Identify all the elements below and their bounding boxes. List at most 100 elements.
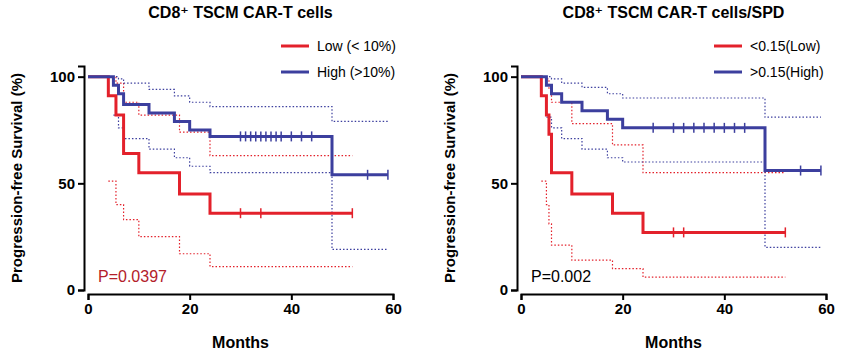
- censor-mark: [291, 131, 293, 141]
- y-tick: 0: [67, 281, 84, 298]
- x-axis: 0 20 40 60: [84, 294, 402, 317]
- y-tick: 100: [483, 68, 517, 85]
- censor-mark: [311, 131, 313, 141]
- censor-mark: [800, 166, 802, 176]
- legend: Low (< 10%) High (>10%): [281, 38, 396, 80]
- x-tick: 60: [385, 294, 402, 317]
- x-axis-line: [89, 295, 394, 301]
- y-tick: 50: [58, 175, 84, 192]
- censor-mark: [240, 208, 242, 218]
- x-tick-label: 20: [182, 300, 199, 317]
- legend-label: >0.15(High): [750, 64, 824, 80]
- annotation: P=0.002: [531, 268, 591, 285]
- y-axis: 0 50 100: [483, 67, 518, 299]
- censor-mark: [820, 166, 822, 176]
- censor-mark: [250, 131, 252, 141]
- censor-mark: [387, 170, 389, 180]
- censor-mark: [280, 131, 282, 141]
- y-axis-title: Progression-free Survival (%): [441, 73, 458, 283]
- y-tick-label: 50: [58, 175, 75, 192]
- ci-lower-line: [546, 117, 821, 247]
- y-axis-line: [511, 67, 518, 291]
- censor-mark: [785, 227, 787, 237]
- y-tick-mark: [78, 183, 84, 185]
- legend-swatch: [714, 71, 742, 74]
- ci-upper-line: [88, 77, 352, 156]
- x-tick-label: 40: [716, 300, 733, 317]
- y-tick-mark: [78, 290, 84, 292]
- censor-mark: [683, 123, 685, 133]
- legend-label: Low (< 10%): [317, 38, 396, 54]
- legend-swatch: [281, 45, 309, 48]
- censor-mark: [255, 131, 257, 141]
- censor-mark: [260, 131, 262, 141]
- censor-mark: [713, 123, 715, 133]
- ci-upper-line: [521, 77, 785, 173]
- x-axis-line: [522, 295, 827, 301]
- x-tick-label: 0: [517, 300, 525, 317]
- censor-mark: [260, 208, 262, 218]
- censor-mark: [734, 123, 736, 133]
- x-tick: 20: [615, 294, 632, 317]
- y-tick-label: 0: [67, 281, 75, 298]
- x-tick-label: 40: [283, 300, 300, 317]
- survival-line: [521, 77, 821, 171]
- censor-mark: [240, 131, 242, 141]
- censor-mark: [703, 123, 705, 133]
- censor-mark: [367, 170, 369, 180]
- censor-mark: [673, 227, 675, 237]
- legend-swatch: [714, 45, 742, 48]
- y-tick-mark: [511, 183, 517, 185]
- censor-mark: [352, 208, 354, 218]
- x-axis-title: Months: [645, 334, 702, 351]
- x-tick: 40: [283, 294, 300, 317]
- x-axis-title: Months: [212, 334, 269, 351]
- censor-mark: [275, 131, 277, 141]
- x-tick-label: 60: [818, 300, 835, 317]
- x-tick-label: 0: [84, 300, 92, 317]
- censor-mark: [265, 131, 267, 141]
- chart-title: CD8⁺ TSCM CAR-T cells: [148, 4, 333, 21]
- plot-area: [521, 77, 821, 278]
- y-tick-label: 50: [491, 175, 508, 192]
- x-tick: 20: [182, 294, 199, 317]
- y-tick-label: 0: [500, 281, 508, 298]
- censor-mark: [245, 131, 247, 141]
- chart-title: CD8⁺ TSCM CAR-T cells/SPD: [563, 4, 785, 21]
- y-tick-mark: [511, 76, 517, 78]
- y-axis-line: [78, 67, 85, 291]
- censor-mark: [744, 123, 746, 133]
- x-tick-label: 20: [615, 300, 632, 317]
- annotation: P=0.0397: [98, 268, 167, 285]
- censor-mark: [683, 227, 685, 237]
- ci-lower-line: [541, 181, 785, 277]
- plot-area: [88, 77, 388, 267]
- censor-mark: [693, 123, 695, 133]
- y-tick: 100: [50, 68, 84, 85]
- y-tick-mark: [511, 290, 517, 292]
- survival-line: [88, 77, 388, 175]
- legend: <0.15(Low)>0.15(High): [714, 38, 824, 80]
- y-tick: 0: [500, 281, 517, 298]
- x-tick: 0: [517, 294, 525, 317]
- legend-swatch: [281, 71, 309, 74]
- figure: CD8⁺ TSCM CAR-T cells 0 20 40 60 0 50 100 Months…: [0, 0, 866, 362]
- panel: CD8⁺ TSCM CAR-T cells/SPD 0 20 40 60 0 50 100 Mo…: [441, 4, 835, 351]
- legend-label: High (>10%): [317, 64, 395, 80]
- y-tick-label: 100: [50, 68, 75, 85]
- ci-lower-line: [113, 115, 388, 249]
- y-axis-title: Progression-free Survival (%): [8, 73, 25, 283]
- censor-mark: [652, 123, 654, 133]
- survival-line: [88, 77, 352, 214]
- x-tick-label: 60: [385, 300, 402, 317]
- x-tick: 0: [84, 294, 92, 317]
- ci-upper-line: [88, 77, 388, 122]
- y-axis: 0 50 100: [50, 67, 85, 299]
- x-tick: 40: [716, 294, 733, 317]
- x-axis: 0 20 40 60: [517, 294, 835, 317]
- ci-lower-line: [108, 181, 352, 266]
- censor-mark: [673, 123, 675, 133]
- panel: CD8⁺ TSCM CAR-T cells 0 20 40 60 0 50 100 Months…: [8, 4, 402, 351]
- censor-mark: [724, 123, 726, 133]
- censor-mark: [301, 131, 303, 141]
